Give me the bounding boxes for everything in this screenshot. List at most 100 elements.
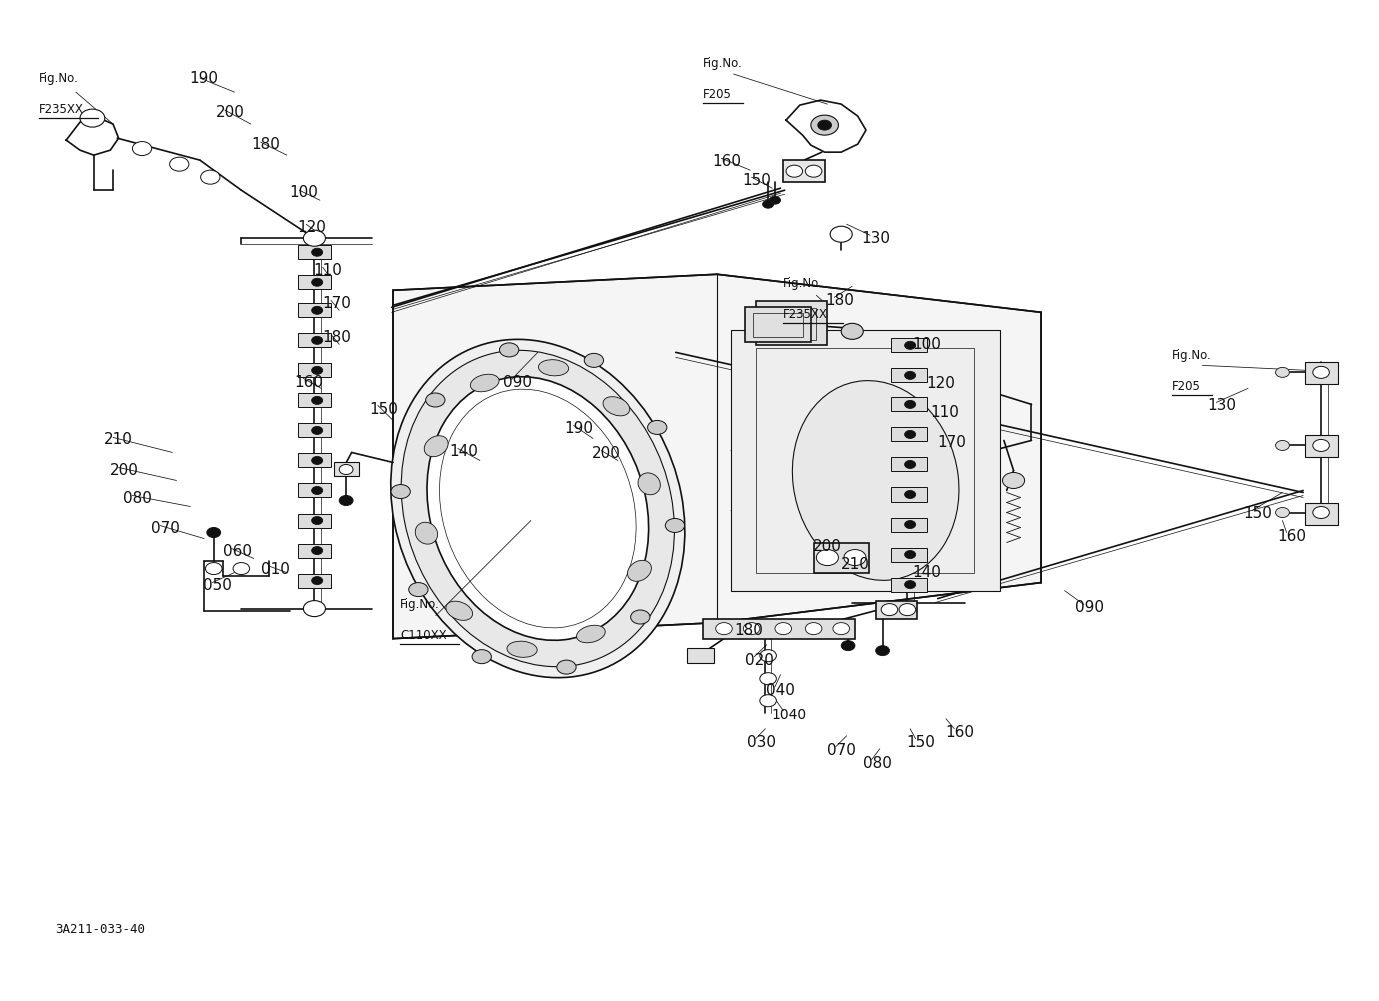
- Circle shape: [844, 550, 866, 566]
- Bar: [687, 648, 714, 663]
- Circle shape: [1313, 507, 1329, 519]
- Text: F205: F205: [1172, 380, 1201, 393]
- Text: 190: 190: [564, 421, 594, 435]
- Circle shape: [170, 157, 189, 171]
- Circle shape: [760, 695, 776, 707]
- Circle shape: [760, 650, 776, 662]
- Circle shape: [312, 278, 323, 286]
- Text: F205: F205: [703, 88, 732, 101]
- Bar: [756, 301, 827, 345]
- Text: 130: 130: [860, 231, 891, 245]
- Bar: [298, 333, 331, 347]
- Circle shape: [876, 646, 889, 656]
- Bar: [745, 307, 811, 342]
- Text: 110: 110: [314, 263, 342, 277]
- Circle shape: [312, 248, 323, 256]
- Text: 100: 100: [290, 185, 317, 199]
- Text: F235XX: F235XX: [39, 103, 84, 116]
- Text: 150: 150: [907, 736, 935, 750]
- Text: 160: 160: [945, 726, 975, 740]
- Circle shape: [1276, 367, 1289, 377]
- Bar: [814, 543, 869, 573]
- Bar: [298, 453, 331, 467]
- Circle shape: [312, 306, 323, 314]
- Text: Fig.No.: Fig.No.: [783, 277, 823, 290]
- Circle shape: [786, 165, 803, 177]
- Circle shape: [905, 460, 916, 468]
- Circle shape: [392, 484, 411, 498]
- Ellipse shape: [445, 602, 473, 621]
- Circle shape: [312, 426, 323, 434]
- Ellipse shape: [793, 380, 958, 581]
- Circle shape: [811, 115, 838, 135]
- Bar: [891, 427, 927, 441]
- Text: 3A211-033-40: 3A211-033-40: [55, 923, 145, 936]
- Text: 070: 070: [827, 744, 855, 758]
- Circle shape: [408, 583, 427, 597]
- Circle shape: [312, 486, 323, 494]
- Ellipse shape: [507, 642, 538, 658]
- Ellipse shape: [425, 435, 448, 456]
- Ellipse shape: [638, 472, 661, 494]
- Bar: [783, 160, 825, 182]
- Circle shape: [763, 200, 774, 208]
- Bar: [891, 578, 927, 592]
- Circle shape: [905, 341, 916, 349]
- Circle shape: [841, 323, 863, 339]
- Circle shape: [760, 673, 776, 685]
- Ellipse shape: [415, 523, 437, 545]
- Bar: [298, 574, 331, 588]
- Text: 100: 100: [913, 337, 940, 351]
- Text: 180: 180: [323, 330, 350, 344]
- Bar: [891, 338, 927, 352]
- Text: 150: 150: [1244, 507, 1271, 521]
- Text: 070: 070: [152, 522, 179, 536]
- Text: 150: 150: [370, 402, 397, 416]
- Circle shape: [132, 141, 152, 155]
- Text: 060: 060: [222, 545, 252, 559]
- Text: 180: 180: [735, 624, 763, 638]
- Circle shape: [716, 623, 732, 635]
- Circle shape: [818, 120, 832, 130]
- Circle shape: [630, 610, 650, 624]
- Text: 170: 170: [323, 296, 350, 310]
- Ellipse shape: [427, 376, 648, 641]
- Text: 190: 190: [189, 71, 219, 85]
- Circle shape: [775, 623, 792, 635]
- Circle shape: [205, 563, 222, 575]
- Text: 200: 200: [110, 463, 138, 477]
- Circle shape: [905, 430, 916, 438]
- Text: 160: 160: [1277, 530, 1307, 544]
- Text: 140: 140: [913, 566, 940, 580]
- Circle shape: [312, 366, 323, 374]
- Text: F235XX: F235XX: [783, 308, 829, 321]
- Bar: [298, 275, 331, 289]
- Text: 160: 160: [712, 154, 742, 168]
- Circle shape: [312, 396, 323, 404]
- Circle shape: [805, 623, 822, 635]
- Text: 130: 130: [1207, 398, 1237, 412]
- Bar: [298, 483, 331, 497]
- Text: 150: 150: [743, 173, 771, 187]
- Bar: [298, 544, 331, 558]
- Text: 090: 090: [502, 375, 532, 389]
- Circle shape: [339, 495, 353, 506]
- Bar: [334, 462, 359, 476]
- Bar: [764, 308, 816, 340]
- Circle shape: [648, 420, 667, 434]
- Circle shape: [665, 519, 684, 533]
- Circle shape: [881, 604, 898, 616]
- Text: 090: 090: [1074, 601, 1105, 615]
- Text: 140: 140: [450, 444, 477, 458]
- Circle shape: [472, 650, 491, 664]
- Circle shape: [905, 521, 916, 529]
- Text: 080: 080: [124, 491, 152, 506]
- Bar: [891, 397, 927, 411]
- Circle shape: [303, 230, 325, 246]
- Text: 1040: 1040: [771, 708, 807, 722]
- Circle shape: [805, 165, 822, 177]
- Ellipse shape: [401, 350, 674, 667]
- Circle shape: [80, 109, 105, 127]
- Bar: [731, 330, 1000, 591]
- Ellipse shape: [538, 359, 568, 375]
